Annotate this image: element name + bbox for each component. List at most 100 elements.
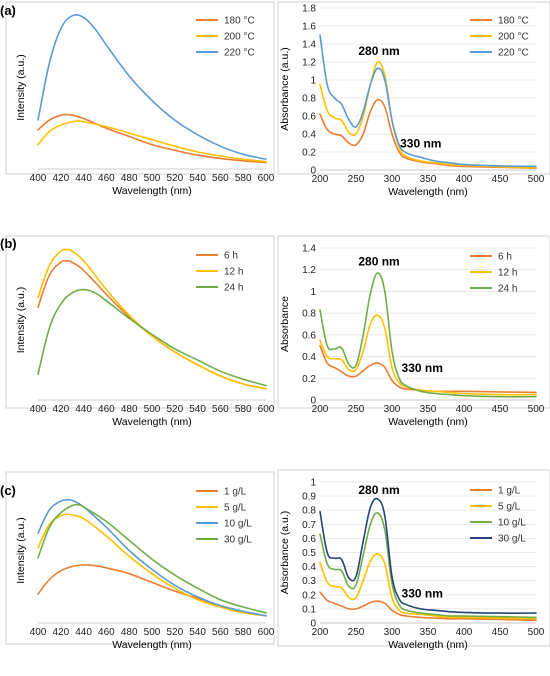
series-line [37,288,267,387]
series-line [319,344,537,394]
y-axis-label: Absorbance [279,296,291,352]
x-tick-label: 560 [212,404,229,415]
x-tick-label: 420 [52,404,69,415]
legend-label: 220 °C [224,48,255,59]
series-line [37,113,267,164]
series-line [319,512,537,619]
legend-label: 220 °C [498,48,529,59]
x-tick-label: 460 [98,173,115,184]
chart-frame [277,469,550,647]
panel-label: (a) [0,3,16,18]
x-tick-label: 480 [121,627,138,638]
y-tick-label: 1 [310,287,316,298]
x-axis-label: Wavelength (nm) [112,185,192,197]
x-tick-label: 250 [348,404,365,415]
y-tick-label: 0.6 [302,330,316,341]
x-tick-label: 520 [166,627,183,638]
x-tick-label: 200 [312,404,329,415]
legend-label: 12 h [224,267,243,278]
annotation-label: 330 nm [400,137,441,151]
x-tick-label: 500 [144,404,161,415]
x-axis-label: Wavelength (nm) [112,416,192,428]
series-line [37,13,267,160]
x-tick-label: 500 [144,627,161,638]
x-tick-label: 400 [456,404,473,415]
series-line [319,272,537,398]
y-axis-label: Intensity (a.u.) [15,287,27,354]
x-axis-label: Wavelength (nm) [388,639,468,651]
x-tick-label: 250 [348,627,365,638]
series-line [319,98,537,169]
x-tick-label: 400 [456,174,473,185]
chart-c-left: 400 420 440 460 480 500 520 540 560 580 600 Wavelen… [5,471,275,651]
x-tick-label: 500 [528,627,545,638]
x-tick-label: 500 [528,174,545,185]
x-tick-label: 560 [212,173,229,184]
x-tick-label: 400 [456,627,473,638]
chart-a-left: 400 420 440 460 480 500 520 540 560 580 600 Wavelen… [5,1,275,197]
panel-label: (c) [0,483,16,498]
series-line [319,497,537,614]
chart-a-right: 0 0.2 0.4 0.6 0.8 1 1.2 1.4 1.6 1.8 200 250 300 350 40… [277,1,550,198]
annotation-label: 280 nm [358,44,399,58]
legend-label: 5 g/L [224,503,247,514]
x-tick-label: 350 [420,404,437,415]
chart-b-left: 400 420 440 460 480 500 520 540 560 580 600 Wavelen… [5,235,275,428]
y-tick-label: 0.1 [302,604,316,615]
x-tick-label: 450 [492,174,509,185]
chart-frame [277,1,550,175]
chart-frame [5,471,275,645]
x-tick-label: 300 [384,174,401,185]
y-tick-label: 0.5 [302,548,316,559]
legend-label: 200 °C [224,32,255,43]
x-tick-label: 400 [30,173,47,184]
x-axis-label: Wavelength (nm) [112,639,192,651]
y-tick-label: 0.2 [302,148,316,159]
x-tick-label: 400 [30,627,47,638]
annotation-label: 330 nm [402,587,443,601]
x-tick-label: 600 [258,627,275,638]
x-tick-label: 300 [384,404,401,415]
y-tick-label: 0.2 [302,374,316,385]
x-tick-label: 500 [528,404,545,415]
y-tick-label: 1.4 [302,244,316,255]
legend-label: 6 h [224,251,238,262]
y-tick-label: 0.8 [302,309,316,320]
y-tick-label: 0.7 [302,520,316,531]
series-line [319,591,537,621]
y-tick-label: 0 [310,166,316,177]
y-tick-label: 0 [310,396,316,407]
x-tick-label: 250 [348,174,365,185]
x-tick-label: 460 [98,404,115,415]
x-tick-label: 540 [189,404,206,415]
chart-b-right: 0 0.2 0.4 0.6 0.8 1 1.2 1.4 200 250 300 350 400 450 50… [277,235,550,428]
legend-label: 10 g/L [224,519,252,530]
x-tick-label: 450 [492,404,509,415]
legend-label: 200 °C [498,32,529,43]
series-line [319,314,537,396]
x-tick-label: 560 [212,627,229,638]
x-axis-label: Wavelength (nm) [388,186,468,198]
y-tick-label: 1.2 [302,265,316,276]
y-tick-label: 1.2 [302,58,316,69]
x-tick-label: 200 [312,174,329,185]
x-tick-label: 600 [258,173,275,184]
legend-label: 24 h [498,284,517,295]
y-tick-label: 1.6 [302,22,316,33]
y-tick-label: 1.8 [302,4,316,15]
series-line [37,120,267,163]
y-axis-label: Intensity (a.u.) [15,517,27,584]
y-tick-label: 0.8 [302,506,316,517]
legend-label: 5 g/L [498,502,521,513]
x-tick-label: 200 [312,627,329,638]
annotation-label: 280 nm [358,254,399,268]
y-tick-label: 0.4 [302,130,316,141]
x-tick-label: 540 [189,173,206,184]
series-line [37,513,267,617]
y-axis-label: Intensity (a.u.) [15,54,27,121]
legend-label: 30 g/L [498,534,526,545]
series-line [37,503,267,614]
x-tick-label: 480 [121,173,138,184]
y-tick-label: 0.2 [302,590,316,601]
series-line [37,248,267,390]
